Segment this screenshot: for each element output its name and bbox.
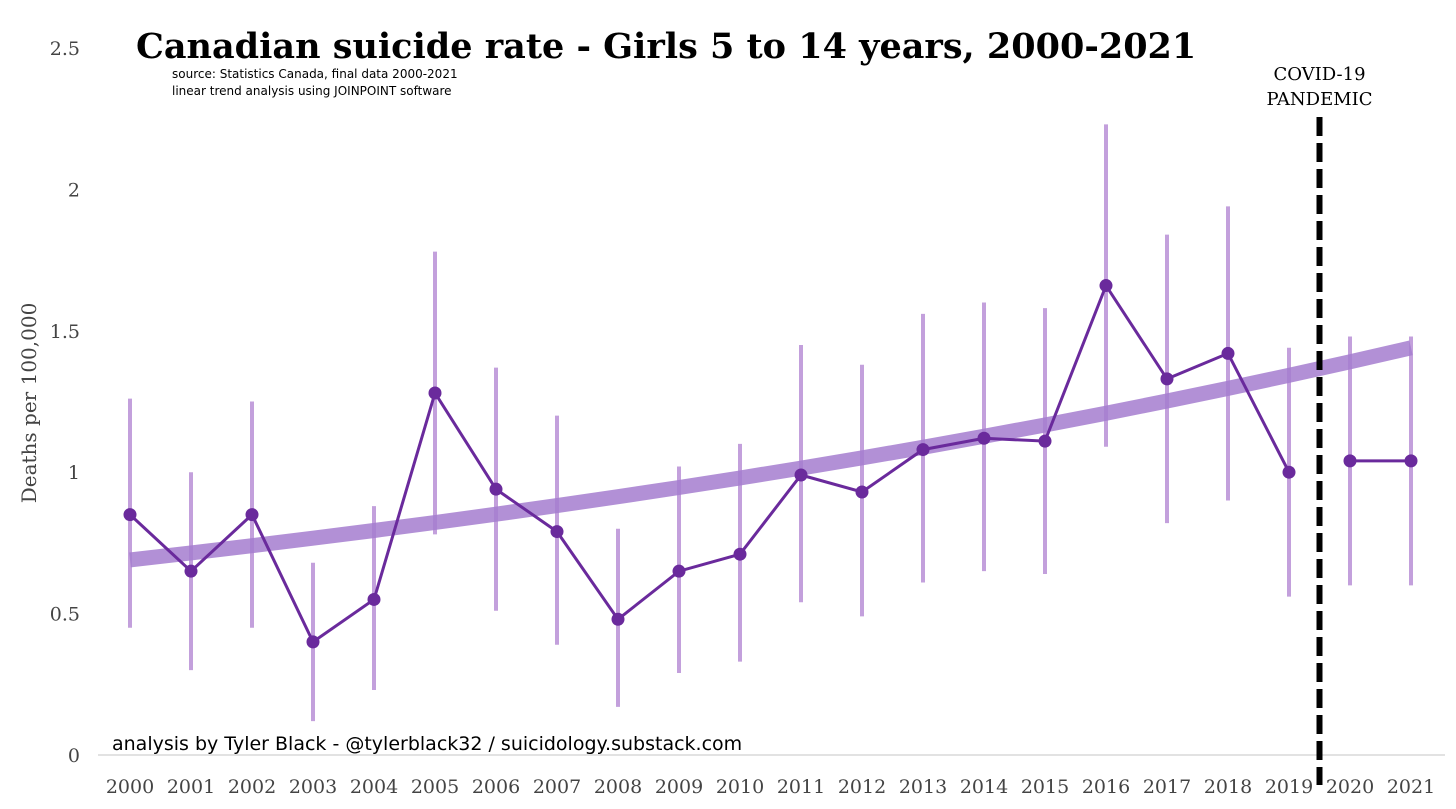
y-tick-label: 0 [68, 745, 80, 767]
data-point [1099, 279, 1113, 293]
data-point [1221, 346, 1235, 360]
x-tick-label: 2008 [594, 776, 642, 798]
credit-text: analysis by Tyler Black - @tylerblack32 … [112, 733, 742, 755]
trend-band-layer [129, 340, 1413, 568]
data-point [611, 612, 625, 626]
data-point [1160, 372, 1174, 386]
x-tick-label: 2013 [899, 776, 947, 798]
x-tick-label: 2021 [1387, 776, 1435, 798]
chart-method-note: linear trend analysis using JOINPOINT so… [172, 84, 452, 98]
x-tick-label: 2019 [1265, 776, 1313, 798]
data-point [672, 564, 686, 578]
x-tick-label: 2001 [167, 776, 215, 798]
data-point [794, 468, 808, 482]
data-point [733, 547, 747, 561]
x-tick-label: 2000 [106, 776, 154, 798]
x-tick-label: 2014 [960, 776, 1008, 798]
x-tick-label: 2011 [777, 776, 825, 798]
x-tick-label: 2007 [533, 776, 581, 798]
x-tick-label: 2004 [350, 776, 398, 798]
x-tick-label: 2015 [1021, 776, 1069, 798]
x-tick-label: 2016 [1082, 776, 1130, 798]
y-tick-label: 2.5 [50, 38, 80, 60]
series-layer [123, 279, 1418, 649]
confidence-interval-bars [128, 124, 1413, 722]
data-point [184, 564, 198, 578]
x-tick-label: 2017 [1143, 776, 1191, 798]
data-point [550, 525, 564, 539]
x-tick-label: 2006 [472, 776, 520, 798]
y-tick-labels: 0 0.5 1 1.5 2 2.5 [50, 38, 80, 767]
y-tick-label: 1.5 [50, 321, 80, 343]
data-point [1343, 454, 1357, 468]
data-point [245, 508, 259, 522]
data-point [123, 508, 137, 522]
trend-band [129, 340, 1413, 568]
data-point [428, 386, 442, 400]
pandemic-label-line-2: PANDEMIC [1266, 89, 1372, 110]
data-point [855, 485, 869, 499]
data-point [916, 443, 930, 457]
pandemic-label-line-1: COVID-19 [1273, 64, 1365, 85]
data-point [977, 431, 991, 445]
series-line [128, 282, 1291, 645]
y-tick-label: 0.5 [50, 604, 80, 626]
data-point [367, 592, 381, 606]
x-tick-label: 2009 [655, 776, 703, 798]
data-point [1404, 454, 1418, 468]
x-tick-labels: 2000 2001 2002 2003 2004 2005 2006 2007 2008 2009… [106, 776, 1435, 798]
x-tick-label: 2020 [1326, 776, 1374, 798]
y-axis-label: Deaths per 100,000 [17, 303, 41, 504]
pandemic-annotation: COVID-19 PANDEMIC [1266, 64, 1373, 785]
data-point [489, 482, 503, 496]
data-point [306, 635, 320, 649]
y-tick-label: 1 [68, 462, 80, 484]
x-tick-label: 2010 [716, 776, 764, 798]
x-tick-label: 2005 [411, 776, 459, 798]
y-tick-label: 2 [68, 179, 80, 201]
x-tick-label: 2012 [838, 776, 886, 798]
x-tick-label: 2002 [228, 776, 276, 798]
data-point [1038, 434, 1052, 448]
chart-title: Canadian suicide rate - Girls 5 to 14 ye… [136, 26, 1196, 67]
data-point [1282, 465, 1296, 479]
x-tick-label: 2018 [1204, 776, 1252, 798]
x-tick-label: 2003 [289, 776, 337, 798]
chart-source-note: source: Statistics Canada, final data 20… [172, 67, 458, 81]
